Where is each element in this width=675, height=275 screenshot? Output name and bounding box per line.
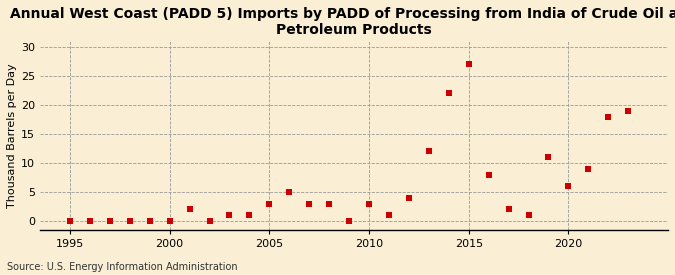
Point bbox=[583, 167, 594, 171]
Point bbox=[164, 219, 175, 223]
Point bbox=[463, 62, 474, 67]
Point bbox=[423, 149, 434, 154]
Y-axis label: Thousand Barrels per Day: Thousand Barrels per Day bbox=[7, 63, 17, 208]
Title: Annual West Coast (PADD 5) Imports by PADD of Processing from India of Crude Oil: Annual West Coast (PADD 5) Imports by PA… bbox=[10, 7, 675, 37]
Point bbox=[563, 184, 574, 188]
Point bbox=[543, 155, 554, 160]
Point bbox=[503, 207, 514, 212]
Point bbox=[383, 213, 394, 218]
Point bbox=[224, 213, 235, 218]
Text: Source: U.S. Energy Information Administration: Source: U.S. Energy Information Administ… bbox=[7, 262, 238, 272]
Point bbox=[144, 219, 155, 223]
Point bbox=[523, 213, 534, 218]
Point bbox=[483, 172, 494, 177]
Point bbox=[603, 114, 614, 119]
Point bbox=[105, 219, 115, 223]
Point bbox=[124, 219, 135, 223]
Point bbox=[184, 207, 195, 212]
Point bbox=[304, 202, 315, 206]
Point bbox=[404, 196, 414, 200]
Point bbox=[443, 91, 454, 95]
Point bbox=[344, 219, 354, 223]
Point bbox=[324, 202, 335, 206]
Point bbox=[65, 219, 76, 223]
Point bbox=[284, 190, 295, 194]
Point bbox=[204, 219, 215, 223]
Point bbox=[84, 219, 95, 223]
Point bbox=[623, 109, 634, 113]
Point bbox=[364, 202, 375, 206]
Point bbox=[244, 213, 255, 218]
Point bbox=[264, 202, 275, 206]
